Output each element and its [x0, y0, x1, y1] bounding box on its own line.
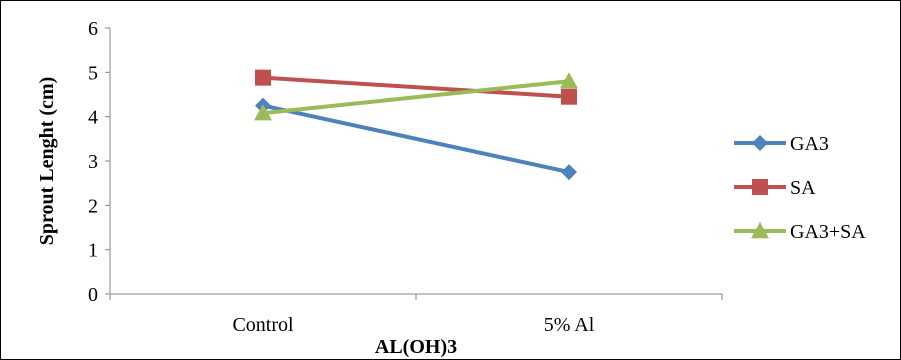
data-point — [255, 69, 271, 86]
y-axis-ticks: 0 1 2 3 4 5 6 — [88, 18, 110, 306]
y-tick-label: 2 — [88, 195, 98, 217]
legend-label: GA3+SA — [790, 221, 866, 243]
legend: GA3 SA GA3+SA — [734, 133, 866, 243]
legend-item: GA3+SA — [734, 221, 866, 243]
series-line — [262, 75, 570, 99]
series-ga3-sa — [254, 72, 578, 121]
y-axis-title: Sprout Lenght (cm) — [36, 77, 58, 246]
y-tick-label: 5 — [88, 62, 98, 84]
x-tick-label: 5% Al — [544, 314, 595, 336]
y-tick-label: 0 — [88, 284, 98, 306]
y-tick-label: 3 — [88, 151, 98, 173]
y-tick-label: 1 — [88, 240, 98, 262]
series-layer — [254, 69, 578, 181]
data-point — [254, 104, 272, 121]
legend-item: SA — [734, 177, 816, 199]
legend-marker — [752, 179, 768, 195]
legend-marker — [751, 222, 769, 239]
data-point — [561, 164, 577, 181]
data-point — [560, 72, 578, 89]
x-axis-tick-labels: Control 5% Al — [232, 314, 594, 336]
legend-marker — [752, 135, 768, 151]
series-line — [262, 79, 570, 116]
legend-label: GA3 — [790, 133, 829, 155]
data-point — [561, 88, 577, 105]
y-tick-label: 6 — [88, 18, 98, 40]
series-line — [262, 103, 570, 175]
series-sa — [255, 69, 577, 105]
legend-item: GA3 — [734, 133, 829, 155]
y-tick-label: 4 — [88, 107, 98, 129]
x-axis-ticks — [109, 294, 723, 300]
x-tick-label: Control — [232, 314, 294, 336]
x-axis-title: AL(OH)3 — [375, 336, 457, 358]
legend-label: SA — [790, 177, 816, 199]
